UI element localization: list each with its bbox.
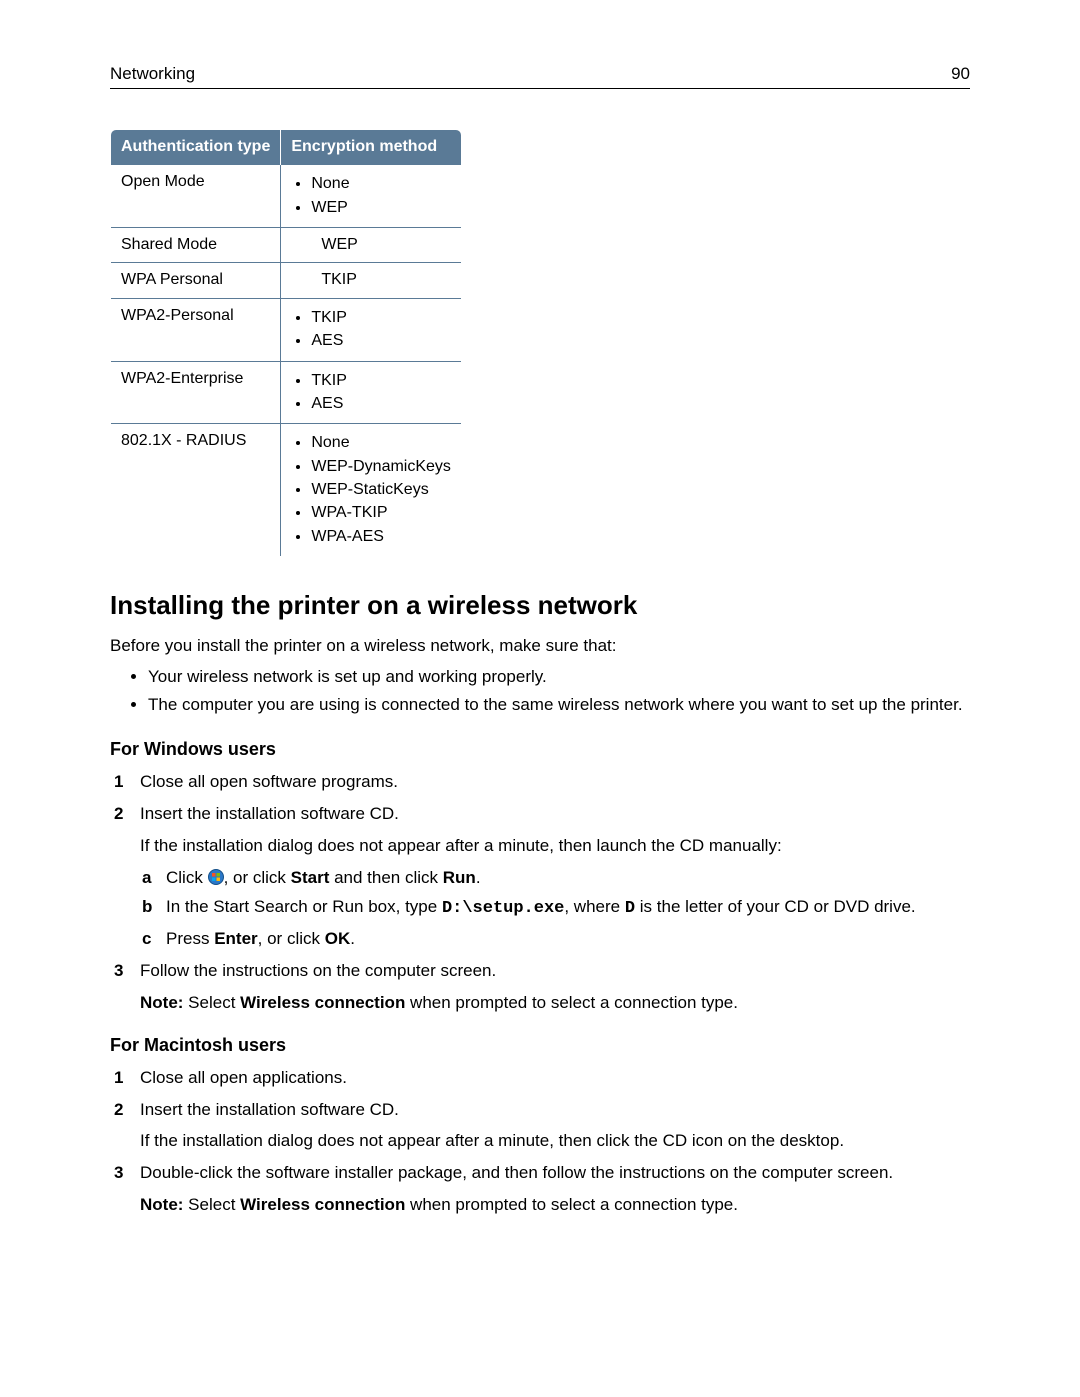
windows-heading: For Windows users: [110, 737, 970, 762]
step-item: Insert the installation software CD. If …: [110, 1098, 970, 1154]
intro-bullets: Your wireless network is set up and work…: [110, 665, 970, 717]
step-subtext: If the installation dialog does not appe…: [140, 1129, 970, 1153]
substep-item: Press Enter, or click OK.: [140, 927, 970, 951]
step-item: Double-click the software installer pack…: [110, 1161, 970, 1217]
enc-item: WPA-AES: [311, 526, 451, 548]
table-cell-enc: NoneWEP: [281, 165, 462, 228]
auth-encryption-table: Authentication type Encryption method Op…: [110, 129, 462, 557]
table-cell-enc: NoneWEP-DynamicKeysWEP-StaticKeysWPA-TKI…: [281, 424, 462, 557]
section-heading: Installing the printer on a wireless net…: [110, 587, 970, 623]
enc-item: None: [311, 173, 451, 195]
step-item: Close all open applications.: [110, 1066, 970, 1090]
table-cell-auth: WPA Personal: [111, 263, 281, 298]
substep-item: In the Start Search or Run box, type D:\…: [140, 895, 970, 921]
enc-item: WEP: [311, 197, 451, 219]
mac-steps: Close all open applications. Insert the …: [110, 1066, 970, 1217]
windows-substeps: Click , or click Start and then click Ru…: [140, 866, 970, 951]
intro-bullet: The computer you are using is connected …: [148, 693, 970, 717]
table-cell-auth: 802.1X - RADIUS: [111, 424, 281, 557]
table-cell-auth: WPA2-Enterprise: [111, 361, 281, 424]
header-section: Networking: [110, 62, 195, 86]
enc-item: AES: [311, 330, 451, 352]
step-note: Note: Select Wireless connection when pr…: [140, 1193, 970, 1217]
mac-heading: For Macintosh users: [110, 1033, 970, 1058]
enc-item: None: [311, 432, 451, 454]
step-item: Insert the installation software CD. If …: [110, 802, 970, 951]
page-header: Networking 90: [110, 62, 970, 89]
intro-text: Before you install the printer on a wire…: [110, 634, 970, 658]
table-cell-auth: Shared Mode: [111, 227, 281, 262]
table-cell-enc: WEP: [281, 227, 462, 262]
table-col-auth: Authentication type: [111, 129, 281, 164]
intro-bullet: Your wireless network is set up and work…: [148, 665, 970, 689]
table-cell-enc: TKIPAES: [281, 361, 462, 424]
enc-item: WEP-DynamicKeys: [311, 456, 451, 478]
step-subtext: If the installation dialog does not appe…: [140, 834, 970, 858]
table-cell-enc: TKIPAES: [281, 298, 462, 361]
header-page-number: 90: [951, 62, 970, 86]
table-col-enc: Encryption method: [281, 129, 462, 164]
enc-item: WPA-TKIP: [311, 502, 451, 524]
enc-item: WEP-StaticKeys: [311, 479, 451, 501]
step-note: Note: Select Wireless connection when pr…: [140, 991, 970, 1015]
table-cell-auth: Open Mode: [111, 165, 281, 228]
substep-item: Click , or click Start and then click Ru…: [140, 866, 970, 890]
table-cell-enc: TKIP: [281, 263, 462, 298]
enc-item: AES: [311, 393, 451, 415]
enc-item: TKIP: [311, 307, 451, 329]
enc-item: TKIP: [311, 370, 451, 392]
windows-start-icon: [208, 869, 224, 885]
step-item: Close all open software programs.: [110, 770, 970, 794]
step-item: Follow the instructions on the computer …: [110, 959, 970, 1015]
table-cell-auth: WPA2-Personal: [111, 298, 281, 361]
windows-steps: Close all open software programs. Insert…: [110, 770, 970, 1014]
